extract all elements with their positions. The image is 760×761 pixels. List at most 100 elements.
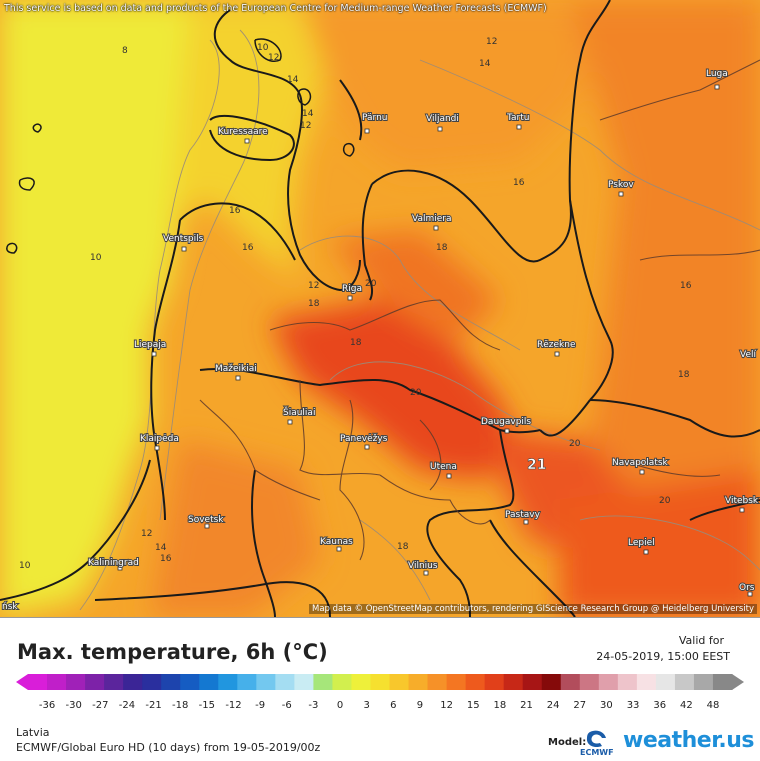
scale-tick-label: 30 bbox=[600, 700, 613, 711]
svg-text:16: 16 bbox=[242, 243, 254, 253]
city-partial-west: ńsk bbox=[1, 601, 19, 613]
city-veli: Velí bbox=[739, 349, 757, 361]
svg-text:14: 14 bbox=[479, 59, 491, 69]
city-utena: Utena bbox=[429, 461, 458, 479]
scale-swatch bbox=[541, 674, 562, 690]
valid-time: 24-05-2019, 15:00 EEST bbox=[596, 650, 730, 663]
weather-us-logo[interactable]: weather.us bbox=[623, 728, 755, 753]
city-tartu: Tartu bbox=[505, 112, 530, 130]
scale-tick-label: -36 bbox=[39, 700, 55, 711]
svg-text:Pärnu: Pärnu bbox=[362, 113, 388, 123]
city-liepaja: Liepaja bbox=[133, 339, 167, 357]
city-sovetsk: Sovetsk bbox=[187, 514, 225, 529]
scale-swatch bbox=[351, 674, 371, 690]
city-riga: Riga bbox=[341, 283, 363, 301]
scale-swatch bbox=[28, 674, 48, 690]
city-kaliningrad: Kaliningrad bbox=[87, 557, 140, 571]
scale-swatch bbox=[47, 674, 67, 690]
scale-swatch bbox=[180, 674, 200, 690]
svg-text:Kuressaare: Kuressaare bbox=[218, 127, 268, 137]
svg-text:Lepiel: Lepiel bbox=[628, 538, 655, 548]
scale-swatch bbox=[446, 674, 467, 690]
scale-swatch bbox=[503, 674, 524, 690]
city-daugavpils: Daugavpils bbox=[480, 416, 532, 434]
svg-text:Pastavy: Pastavy bbox=[505, 510, 541, 520]
svg-text:10: 10 bbox=[257, 43, 269, 53]
svg-text:Luga: Luga bbox=[706, 69, 728, 79]
svg-text:12: 12 bbox=[308, 281, 319, 291]
svg-text:12: 12 bbox=[300, 121, 311, 131]
scale-swatch bbox=[636, 674, 657, 690]
svg-text:Velí: Velí bbox=[740, 350, 756, 360]
city-luga: Luga bbox=[705, 68, 729, 90]
scale-swatch bbox=[104, 674, 124, 690]
city-kuressaare: Kuressaare bbox=[217, 126, 269, 144]
scale-tick-label: -9 bbox=[255, 700, 265, 711]
svg-text:18: 18 bbox=[397, 542, 409, 552]
city-viljandi: Viljandi bbox=[425, 113, 460, 132]
scale-swatch bbox=[408, 674, 429, 690]
scale-tick-label: 36 bbox=[653, 700, 666, 711]
scale-swatch bbox=[142, 674, 162, 690]
scale-tick-label: -21 bbox=[145, 700, 161, 711]
scale-tick-label: 15 bbox=[467, 700, 480, 711]
region-name: Latvia bbox=[16, 726, 50, 739]
color-scale: -36 -30 -27 -24 -21 -18 -15 -12 -9 -6 -3 0 3 6 9 12 15 18… bbox=[16, 674, 744, 711]
legend-title: Max. temperature, 6h (°C) bbox=[17, 640, 328, 664]
city-vitebsk: Vitebsk bbox=[724, 495, 760, 513]
city-kaunas: Kaunas bbox=[319, 536, 354, 552]
svg-text:16: 16 bbox=[513, 178, 525, 188]
forecast-map[interactable]: 12 14 8 10 12 14 12 14 16 10 16 12 18 20… bbox=[0, 0, 760, 617]
admin-borders bbox=[199, 59, 760, 561]
scale-swatch bbox=[693, 674, 714, 690]
temperature-field bbox=[0, 0, 760, 617]
scale-tick-label: -3 bbox=[308, 700, 318, 711]
svg-text:8: 8 bbox=[122, 46, 128, 56]
city-navapolatsk: Navapolatsk bbox=[611, 457, 670, 475]
svg-text:Navapolatsk: Navapolatsk bbox=[612, 458, 669, 468]
scale-swatch bbox=[313, 674, 333, 690]
city-klaipeda: Klaipėda bbox=[139, 433, 180, 451]
scale-swatch bbox=[161, 674, 181, 690]
scale-swatch bbox=[427, 674, 448, 690]
scale-swatch bbox=[66, 674, 86, 690]
scale-tick-label: 6 bbox=[390, 700, 396, 711]
city-labels: Luga Kuressaare Pärnu Viljandi Tartu Psk… bbox=[1, 68, 760, 613]
svg-text:Šiauliai: Šiauliai bbox=[283, 406, 315, 418]
svg-text:Valmiera: Valmiera bbox=[412, 214, 452, 224]
svg-text:Vitebsk: Vitebsk bbox=[725, 496, 759, 506]
svg-text:20: 20 bbox=[659, 496, 671, 506]
scale-swatch bbox=[218, 674, 238, 690]
svg-text:16: 16 bbox=[160, 554, 172, 564]
scale-tick-label: 9 bbox=[417, 700, 423, 711]
scale-tick-label: 27 bbox=[573, 700, 586, 711]
scale-arrow-high bbox=[732, 674, 744, 690]
scale-swatch bbox=[123, 674, 143, 690]
legend-panel: Max. temperature, 6h (°C) Valid for 24-0… bbox=[0, 617, 760, 761]
svg-text:Sovetsk: Sovetsk bbox=[188, 515, 224, 525]
svg-text:12: 12 bbox=[268, 53, 279, 63]
scale-swatch bbox=[598, 674, 619, 690]
scale-tick-label: -15 bbox=[199, 700, 215, 711]
scale-tick-label: 21 bbox=[520, 700, 533, 711]
scale-swatch bbox=[712, 674, 733, 690]
scale-tick-label: -18 bbox=[172, 700, 188, 711]
city-ventspils: Ventspils bbox=[162, 233, 205, 252]
scale-swatch bbox=[655, 674, 676, 690]
scale-swatch bbox=[674, 674, 695, 690]
scale-swatch bbox=[294, 674, 314, 690]
city-mazeikiai: Mažeikiai bbox=[214, 363, 258, 381]
svg-text:Riga: Riga bbox=[342, 284, 362, 294]
scale-swatch bbox=[522, 674, 543, 690]
scale-swatch bbox=[579, 674, 600, 690]
scale-tick-label: -6 bbox=[282, 700, 292, 711]
model-label: Model: bbox=[548, 737, 587, 748]
scale-tick-label: 33 bbox=[627, 700, 640, 711]
city-orsha: Ors bbox=[738, 582, 756, 597]
svg-text:14: 14 bbox=[302, 109, 314, 119]
svg-text:Klaipėda: Klaipėda bbox=[140, 434, 179, 444]
scale-tick-label: 24 bbox=[547, 700, 560, 711]
city-pastavy: Pastavy bbox=[504, 509, 542, 525]
scale-swatch bbox=[199, 674, 219, 690]
scale-swatch bbox=[275, 674, 295, 690]
